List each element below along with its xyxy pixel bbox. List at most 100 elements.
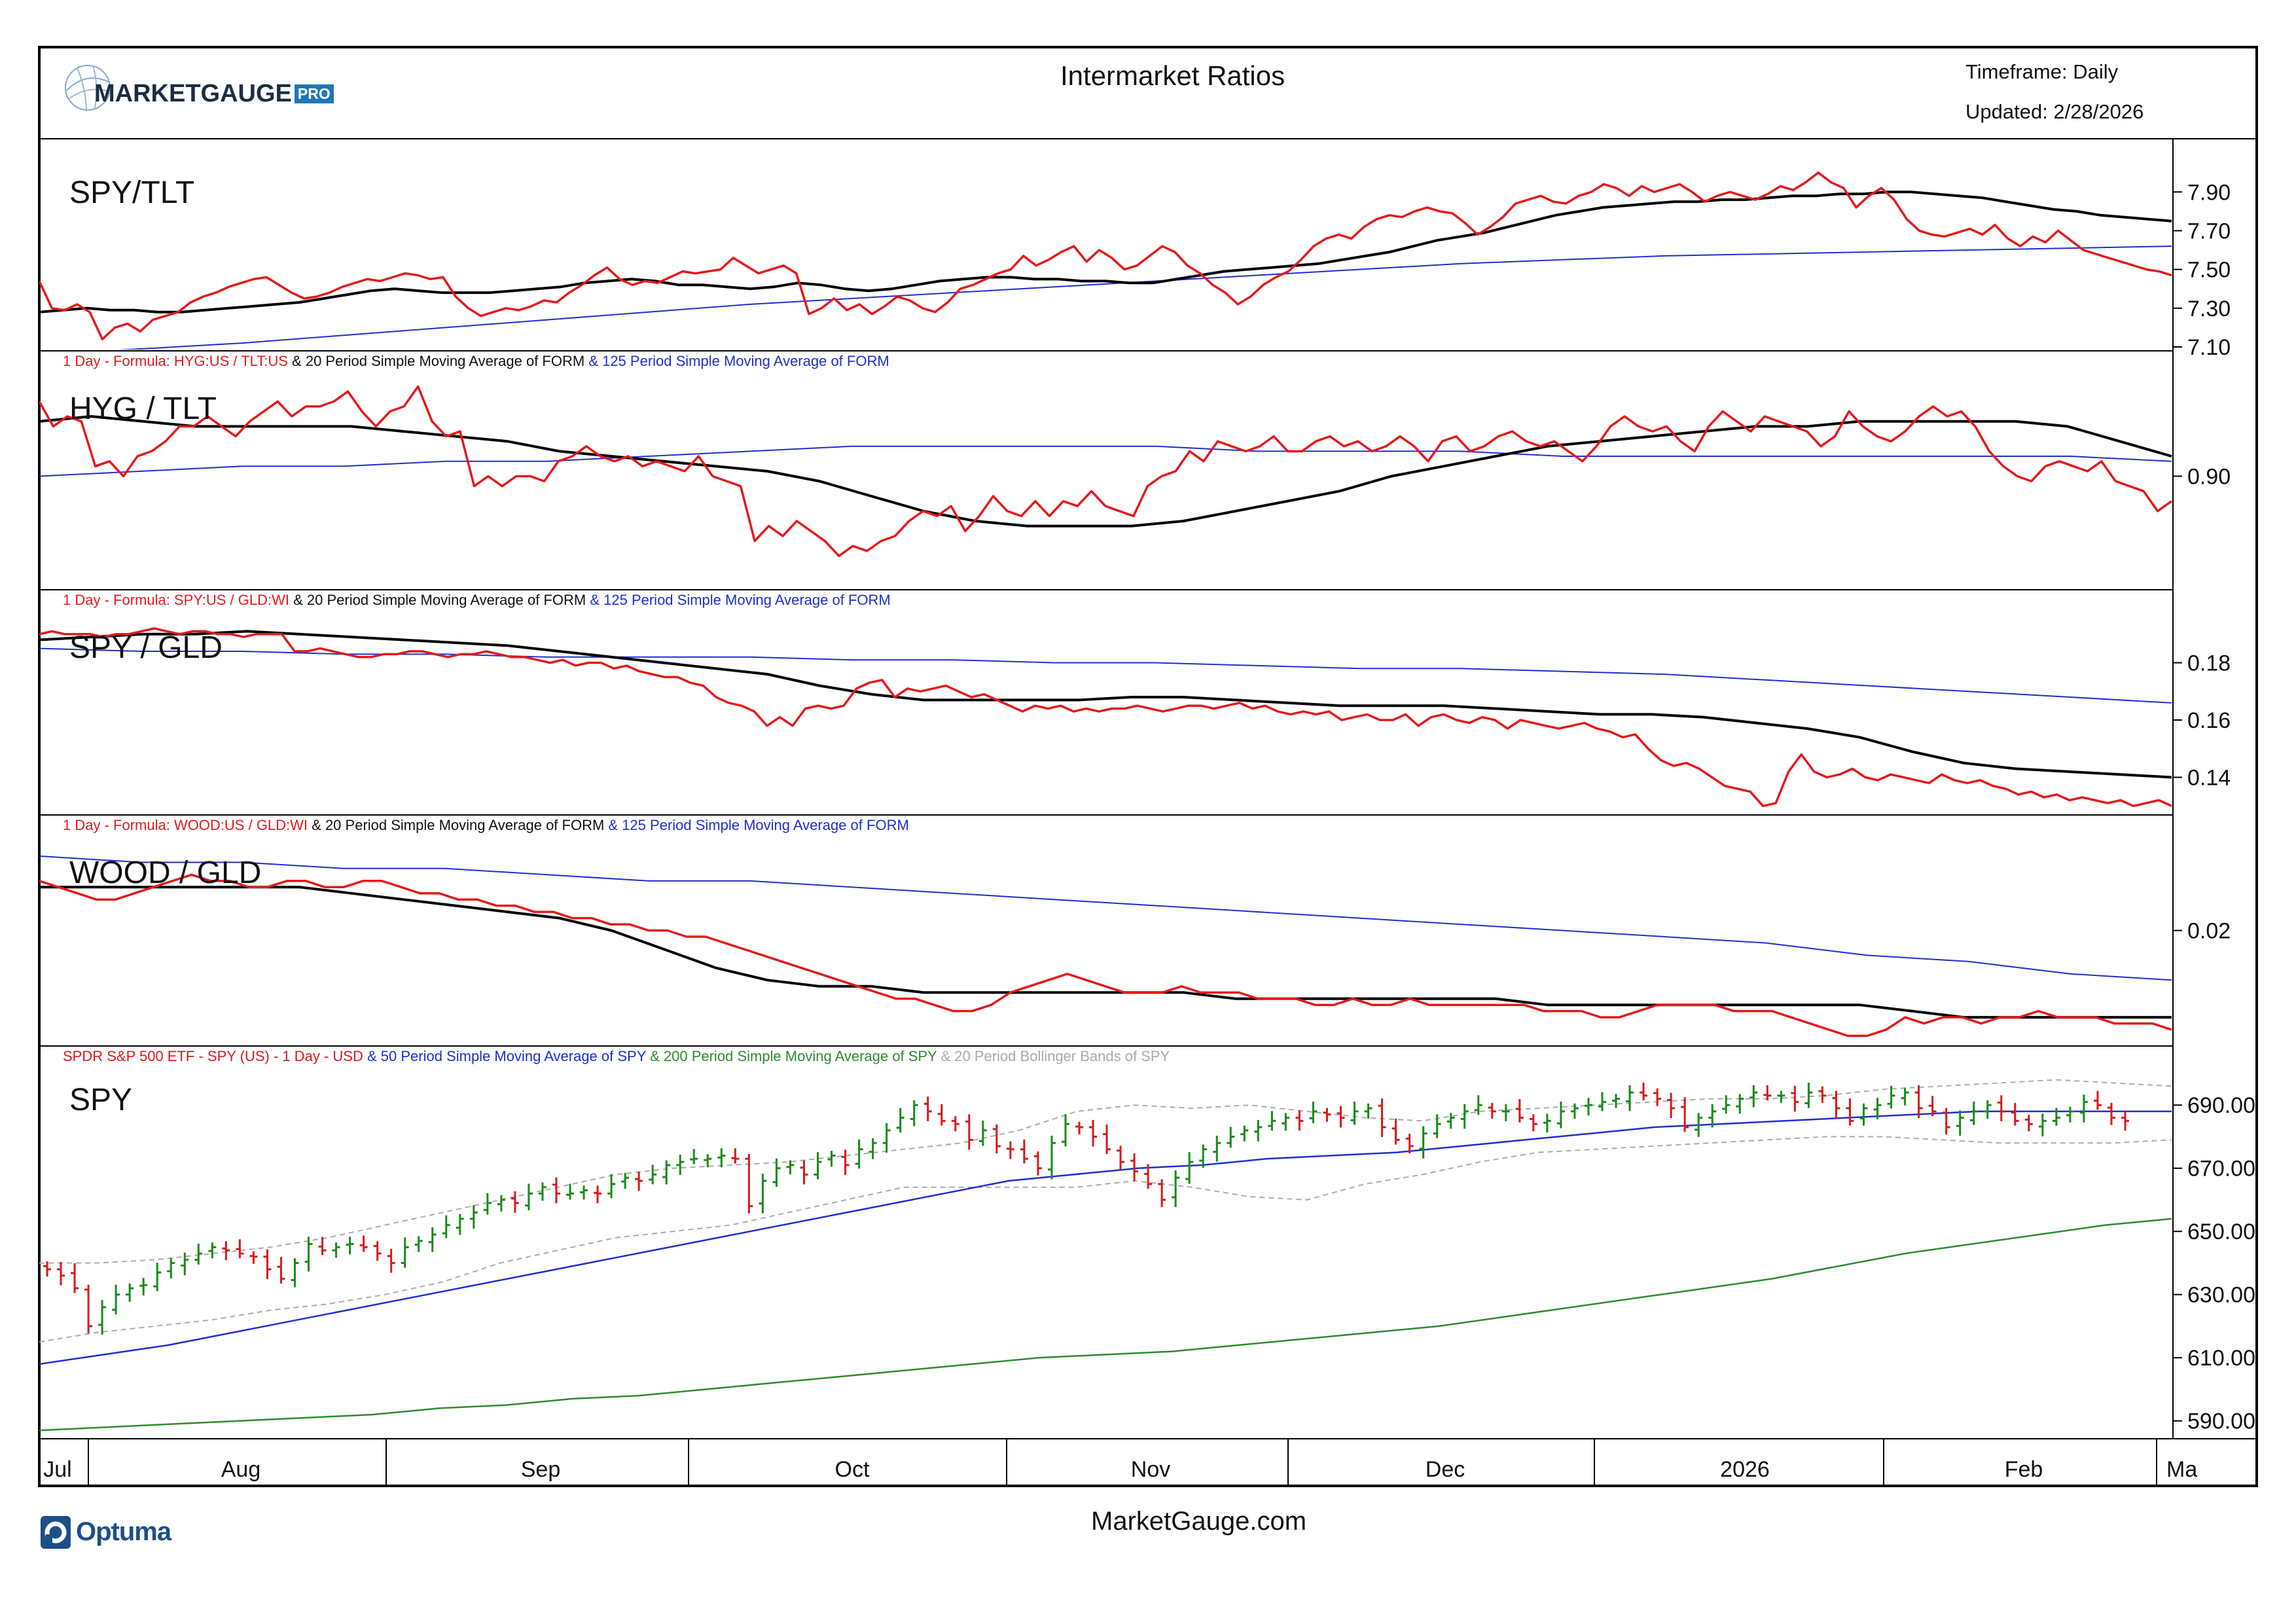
bollinger-lower bbox=[39, 1136, 2172, 1343]
ohlc-bar bbox=[1144, 1164, 1153, 1189]
ohlc-bar bbox=[1240, 1125, 1249, 1142]
ohlc-bar bbox=[1103, 1124, 1111, 1155]
ohlc-bar bbox=[1199, 1144, 1208, 1168]
ohlc-bar bbox=[1859, 1103, 1868, 1126]
optuma-icon bbox=[41, 1516, 71, 1549]
ohlc-bar bbox=[662, 1160, 671, 1185]
ohlc-bar bbox=[277, 1257, 285, 1284]
ohlc-bar bbox=[1405, 1134, 1414, 1154]
ohlc-bar bbox=[1227, 1127, 1235, 1148]
x-tick-label: Oct bbox=[835, 1457, 870, 1482]
ohlc-bar bbox=[1501, 1104, 1510, 1121]
footer-site: MarketGauge.com bbox=[1091, 1507, 1307, 1536]
ohlc-bar bbox=[483, 1193, 492, 1215]
y-tick-label: 630.00 bbox=[2187, 1283, 2255, 1308]
ohlc-bar bbox=[1969, 1101, 1978, 1125]
panel-1: SPY/TLT bbox=[39, 171, 2172, 350]
ohlc-bar bbox=[497, 1195, 505, 1212]
ohlc-bar bbox=[1433, 1114, 1441, 1138]
optuma-wordmark: Optuma bbox=[76, 1517, 171, 1546]
ohlc-bar bbox=[1626, 1085, 1634, 1111]
ohlc-bar bbox=[1722, 1095, 1731, 1114]
x-tick-label: Aug bbox=[221, 1457, 261, 1482]
logo-wordmark: MARKETGAUGE bbox=[94, 80, 292, 107]
ohlc-bar bbox=[1777, 1091, 1785, 1103]
ohlc-bar bbox=[2024, 1115, 2033, 1132]
ohlc-bar bbox=[524, 1183, 533, 1210]
y-tick-label: 7.30 bbox=[2187, 297, 2231, 321]
ohlc-bar bbox=[332, 1242, 340, 1258]
ohlc-bar bbox=[1185, 1152, 1194, 1184]
ohlc-bar bbox=[1640, 1082, 1648, 1101]
ohlc-bar bbox=[208, 1242, 217, 1259]
ohlc-bar bbox=[896, 1108, 905, 1133]
panel-5: SPY SPDR S&P 500 ETF - SPY (US) - 1 Day -… bbox=[39, 1048, 2172, 1432]
panel-label: WOOD / GLD bbox=[69, 856, 261, 890]
ohlc-bar bbox=[800, 1160, 808, 1185]
ohlc-bar bbox=[139, 1278, 148, 1296]
globe-icon bbox=[65, 65, 111, 112]
ohlc-bar bbox=[511, 1191, 519, 1213]
ratio-line bbox=[39, 385, 2173, 558]
ohlc-bar bbox=[1158, 1179, 1166, 1208]
x-tick-label: Jul bbox=[43, 1457, 71, 1482]
ohlc-bar bbox=[1391, 1118, 1400, 1145]
ohlc-bar bbox=[1529, 1114, 1537, 1132]
month-labels: Jul Aug Sep Oct Nov Dec 2026 Feb Ma bbox=[43, 1457, 2197, 1482]
ohlc-bar bbox=[167, 1258, 175, 1279]
y-tick-label: 0.16 bbox=[2187, 708, 2231, 733]
ohlc-bar bbox=[924, 1096, 932, 1121]
x-tick-label: 2026 bbox=[1720, 1457, 1770, 1482]
ohlc-bar bbox=[1061, 1114, 1069, 1147]
y-tick-label: 0.90 bbox=[2187, 465, 2231, 490]
ohlc-bar bbox=[249, 1251, 258, 1264]
ohlc-bar bbox=[236, 1239, 244, 1259]
ohlc-bar bbox=[1556, 1101, 1565, 1128]
sma125-line bbox=[39, 855, 2172, 981]
ohlc-bar bbox=[1460, 1104, 1469, 1129]
ohlc-bar bbox=[1956, 1110, 1964, 1136]
panel-2: HYG / TLT 1 Day - Formula: HYG:US / TLT:U… bbox=[39, 353, 2173, 558]
ohlc-bar bbox=[1006, 1141, 1014, 1159]
ohlc-bar bbox=[704, 1154, 712, 1168]
ohlc-bar bbox=[1295, 1110, 1304, 1131]
ohlc-bar bbox=[1818, 1086, 1827, 1103]
ohlc-bar bbox=[98, 1299, 107, 1335]
ohlc-bar bbox=[84, 1284, 93, 1334]
ohlc-bar bbox=[1749, 1085, 1758, 1108]
ohlc-bar bbox=[1997, 1095, 2005, 1121]
ohlc-bar bbox=[1584, 1098, 1592, 1116]
ohlc-bar bbox=[1419, 1126, 1427, 1159]
ohlc-bar bbox=[1846, 1098, 1854, 1126]
ohlc-bar bbox=[594, 1185, 602, 1204]
ohlc-bar bbox=[745, 1154, 753, 1214]
ohlc-bar bbox=[1832, 1091, 1840, 1119]
chart-panels: SPY/TLT HYG / TLT 1 Day - Formula: HYG:US … bbox=[39, 171, 2173, 1432]
ohlc-bar bbox=[1887, 1085, 1895, 1109]
x-tick-label: Dec bbox=[1426, 1457, 1465, 1482]
sma20-line bbox=[39, 190, 2172, 314]
ohlc-bar bbox=[951, 1116, 960, 1132]
ohlc-bar bbox=[992, 1124, 1001, 1154]
ohlc-bar bbox=[2121, 1110, 2129, 1131]
ohlc-bar bbox=[786, 1160, 795, 1174]
ohlc-bar bbox=[731, 1148, 740, 1164]
ohlc-bar bbox=[552, 1177, 560, 1204]
ohlc-bar bbox=[1020, 1139, 1028, 1164]
ohlc-bar bbox=[978, 1120, 987, 1146]
ohlc-bar bbox=[621, 1172, 630, 1189]
x-tick-label: Nov bbox=[1131, 1457, 1170, 1482]
y-tick-label: 0.14 bbox=[2187, 766, 2231, 791]
ohlc-bar bbox=[1942, 1108, 1950, 1135]
sma125-line bbox=[39, 445, 2172, 477]
panel-label: HYG / TLT bbox=[69, 391, 217, 426]
ohlc-bar bbox=[126, 1283, 134, 1302]
ohlc-bar bbox=[1364, 1103, 1372, 1119]
ohlc-bar bbox=[827, 1151, 836, 1167]
ohlc-bar bbox=[401, 1237, 409, 1268]
ohlc-bar bbox=[841, 1149, 850, 1175]
ohlc-bar bbox=[717, 1148, 726, 1168]
ohlc-bar bbox=[387, 1248, 395, 1273]
ohlc-bar bbox=[910, 1100, 918, 1127]
